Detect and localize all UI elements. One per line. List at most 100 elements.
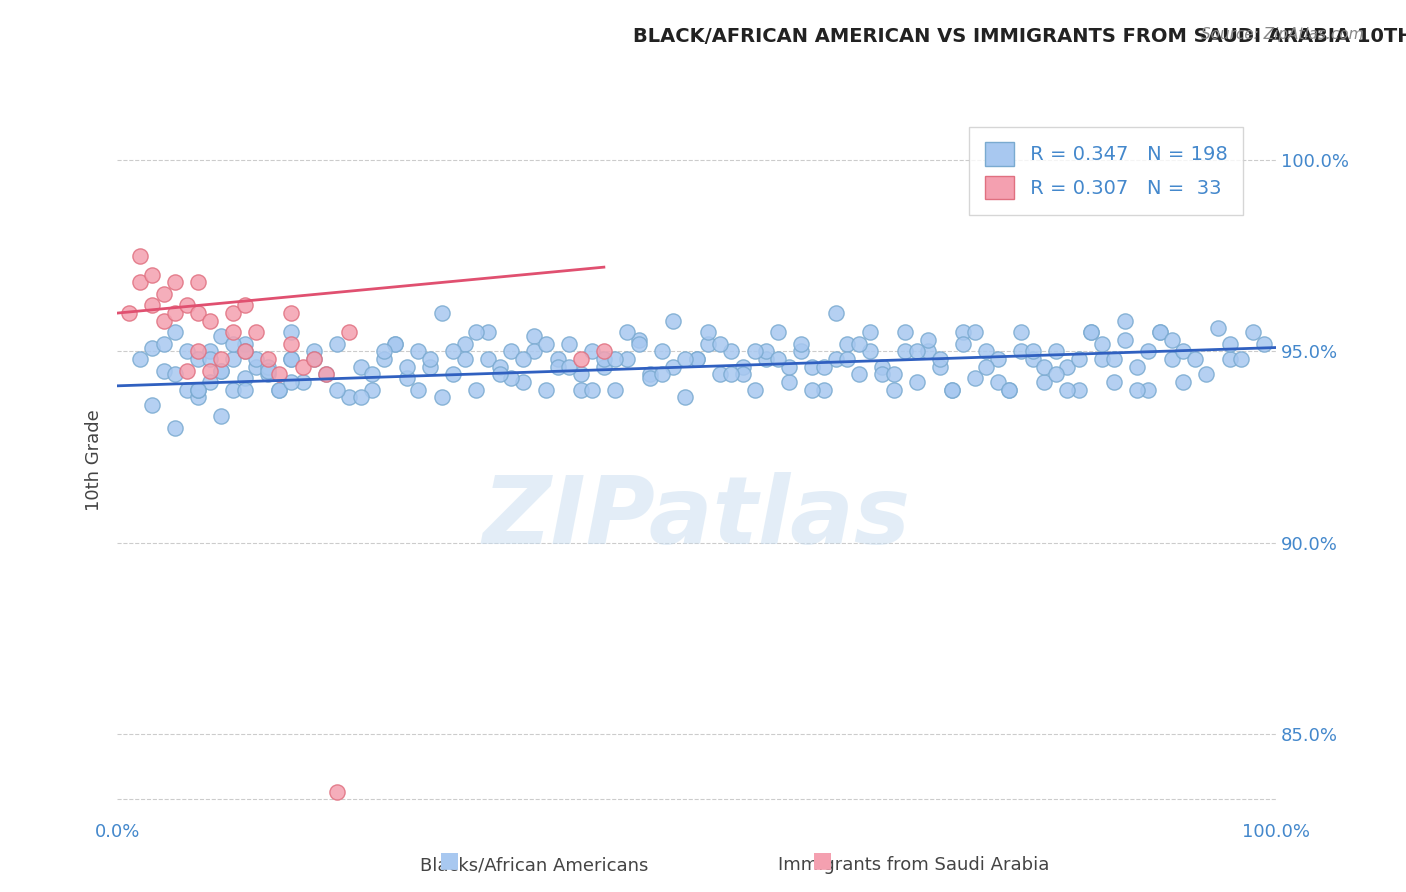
Blacks/African Americans <box>395 371 418 385</box>
Immigrants from Saudi Arabia <box>187 306 209 320</box>
Blacks/African Americans <box>488 368 510 382</box>
Blacks/African Americans <box>141 341 163 355</box>
Blacks/African Americans <box>1160 333 1182 347</box>
Blacks/African Americans <box>1114 314 1136 328</box>
Blacks/African Americans <box>408 344 430 359</box>
Blacks/African Americans <box>778 359 800 374</box>
Blacks/African Americans <box>638 371 661 385</box>
Immigrants from Saudi Arabia <box>152 314 174 328</box>
Blacks/African Americans <box>581 344 603 359</box>
Blacks/African Americans <box>952 336 974 351</box>
Blacks/African Americans <box>477 352 499 367</box>
Blacks/African Americans <box>395 359 418 374</box>
Blacks/African Americans <box>766 325 789 339</box>
Blacks/African Americans <box>512 352 534 367</box>
Blacks/African Americans <box>581 383 603 397</box>
Blacks/African Americans <box>917 333 939 347</box>
Blacks/African Americans <box>1010 325 1032 339</box>
Blacks/African Americans <box>291 375 314 389</box>
Blacks/African Americans <box>848 336 870 351</box>
Blacks/African Americans <box>315 368 337 382</box>
Blacks/African Americans <box>790 336 813 351</box>
Blacks/African Americans <box>744 383 766 397</box>
Immigrants from Saudi Arabia <box>280 306 302 320</box>
Blacks/African Americans <box>963 371 986 385</box>
Blacks/African Americans <box>534 383 557 397</box>
Blacks/African Americans <box>1045 368 1067 382</box>
Blacks/African Americans <box>1091 352 1114 367</box>
Blacks/African Americans <box>269 383 291 397</box>
Blacks/African Americans <box>662 314 685 328</box>
Blacks/African Americans <box>651 344 673 359</box>
Blacks/African Americans <box>1173 375 1195 389</box>
Blacks/African Americans <box>245 359 267 374</box>
Blacks/African Americans <box>1241 325 1264 339</box>
Blacks/African Americans <box>302 352 325 367</box>
Text: Immigrants from Saudi Arabia: Immigrants from Saudi Arabia <box>778 856 1050 874</box>
Blacks/African Americans <box>361 368 384 382</box>
Blacks/African Americans <box>152 363 174 377</box>
Immigrants from Saudi Arabia <box>187 276 209 290</box>
Blacks/African Americans <box>801 359 824 374</box>
Text: ■: ■ <box>440 850 460 870</box>
Blacks/African Americans <box>1126 359 1149 374</box>
Blacks/African Americans <box>337 390 360 404</box>
Blacks/African Americans <box>187 390 209 404</box>
Blacks/African Americans <box>592 359 614 374</box>
Blacks/African Americans <box>1184 352 1206 367</box>
Blacks/African Americans <box>1091 336 1114 351</box>
Blacks/African Americans <box>813 383 835 397</box>
Blacks/African Americans <box>222 352 245 367</box>
Blacks/African Americans <box>929 359 952 374</box>
Blacks/African Americans <box>1033 375 1056 389</box>
Blacks/African Americans <box>349 390 371 404</box>
Blacks/African Americans <box>419 352 441 367</box>
Blacks/African Americans <box>233 371 256 385</box>
Blacks/African Americans <box>837 336 859 351</box>
Blacks/African Americans <box>523 344 546 359</box>
Blacks/African Americans <box>894 344 917 359</box>
Immigrants from Saudi Arabia <box>118 306 141 320</box>
Blacks/African Americans <box>731 359 754 374</box>
Blacks/African Americans <box>720 368 742 382</box>
Immigrants from Saudi Arabia <box>198 314 221 328</box>
Blacks/African Americans <box>662 359 685 374</box>
Blacks/African Americans <box>512 375 534 389</box>
Blacks/African Americans <box>280 325 302 339</box>
Blacks/African Americans <box>523 329 546 343</box>
Immigrants from Saudi Arabia <box>129 249 152 263</box>
Immigrants from Saudi Arabia <box>280 336 302 351</box>
Immigrants from Saudi Arabia <box>152 287 174 301</box>
Immigrants from Saudi Arabia <box>141 268 163 282</box>
Blacks/African Americans <box>905 344 928 359</box>
Blacks/African Americans <box>870 359 893 374</box>
Blacks/African Americans <box>419 359 441 374</box>
Blacks/African Americans <box>1253 336 1275 351</box>
Blacks/African Americans <box>1056 359 1078 374</box>
Blacks/African Americans <box>187 352 209 367</box>
Text: ZIPatlas: ZIPatlas <box>482 472 911 564</box>
Blacks/African Americans <box>233 383 256 397</box>
Blacks/African Americans <box>651 368 673 382</box>
Immigrants from Saudi Arabia <box>222 325 245 339</box>
Blacks/African Americans <box>1102 375 1125 389</box>
Blacks/African Americans <box>1067 352 1090 367</box>
Blacks/African Americans <box>373 344 395 359</box>
Immigrants from Saudi Arabia <box>165 276 187 290</box>
Blacks/African Americans <box>998 383 1021 397</box>
Blacks/African Americans <box>1137 344 1160 359</box>
Immigrants from Saudi Arabia <box>569 352 592 367</box>
Blacks/African Americans <box>465 325 488 339</box>
Immigrants from Saudi Arabia <box>165 306 187 320</box>
Blacks/African Americans <box>302 344 325 359</box>
Blacks/African Americans <box>165 368 187 382</box>
Text: Blacks/African Americans: Blacks/African Americans <box>420 856 648 874</box>
Blacks/African Americans <box>744 344 766 359</box>
Blacks/African Americans <box>441 344 464 359</box>
Blacks/African Americans <box>198 375 221 389</box>
Blacks/African Americans <box>627 336 650 351</box>
Blacks/African Americans <box>233 344 256 359</box>
Blacks/African Americans <box>454 352 477 367</box>
Blacks/African Americans <box>697 325 720 339</box>
Legend:  R = 0.347   N = 198,  R = 0.307   N =  33: R = 0.347 N = 198, R = 0.307 N = 33 <box>969 127 1243 215</box>
